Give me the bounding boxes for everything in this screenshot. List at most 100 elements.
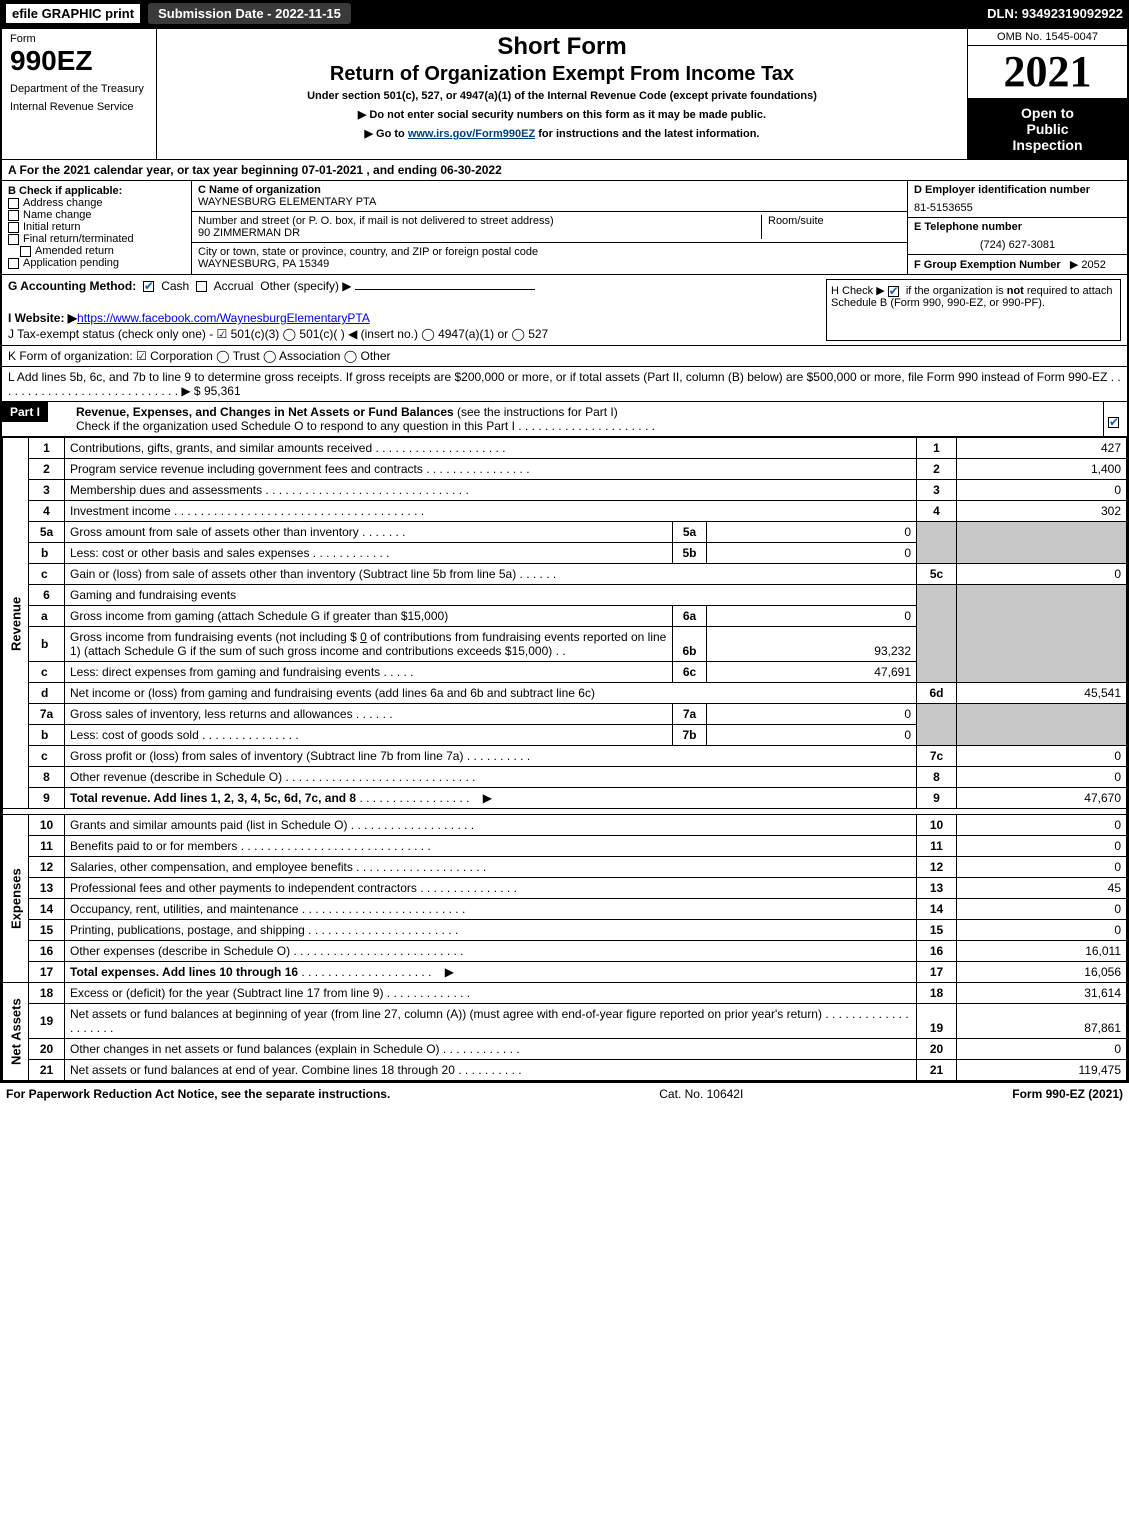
- line5b-desc: Less: cost or other basis and sales expe…: [70, 546, 309, 560]
- line10-amount: 0: [957, 815, 1127, 836]
- city-value: WAYNESBURG, PA 15349: [198, 258, 901, 270]
- line7a-desc: Gross sales of inventory, less returns a…: [70, 707, 353, 721]
- other-specify-line: [355, 289, 535, 290]
- footer-right: Form 990-EZ (2021): [1012, 1087, 1123, 1101]
- opt-initial-return: Initial return: [23, 221, 80, 233]
- line19-amount: 87,861: [957, 1004, 1127, 1039]
- submission-date: Submission Date - 2022-11-15: [148, 3, 351, 24]
- line6b-desc1: Gross income from fundraising events (no…: [70, 630, 360, 644]
- chk-h[interactable]: [888, 286, 899, 297]
- under-section: Under section 501(c), 527, or 4947(a)(1)…: [165, 90, 959, 102]
- part1-title-suffix: (see the instructions for Part I): [457, 405, 618, 419]
- main-title: Return of Organization Exempt From Incom…: [165, 63, 959, 86]
- column-de: D Employer identification number 81-5153…: [907, 181, 1127, 274]
- goto-link[interactable]: www.irs.gov/Form990EZ: [408, 128, 535, 140]
- chk-part1-schedule-o[interactable]: [1108, 417, 1119, 428]
- dept-irs: Internal Revenue Service: [10, 101, 148, 113]
- line7c-desc: Gross profit or (loss) from sales of inv…: [70, 749, 463, 763]
- street-label: Number and street (or P. O. box, if mail…: [198, 215, 761, 227]
- f-label: F Group Exemption Number: [914, 259, 1061, 271]
- line20-desc: Other changes in net assets or fund bala…: [70, 1042, 440, 1056]
- chk-accrual[interactable]: [196, 281, 207, 292]
- open-to-public: Open to Public Inspection: [968, 99, 1127, 159]
- chk-application-pending[interactable]: [8, 258, 19, 269]
- city-label: City or town, state or province, country…: [198, 246, 901, 258]
- footer-left: For Paperwork Reduction Act Notice, see …: [6, 1087, 390, 1101]
- line9-desc: Total revenue. Add lines 1, 2, 3, 4, 5c,…: [70, 791, 356, 805]
- opt-amended-return: Amended return: [35, 245, 114, 257]
- line6d-amount: 45,541: [957, 683, 1127, 704]
- line15-amount: 0: [957, 920, 1127, 941]
- b-label: B Check if applicable:: [8, 185, 122, 197]
- street-value: 90 ZIMMERMAN DR: [198, 227, 761, 239]
- line2-desc: Program service revenue including govern…: [70, 462, 423, 476]
- dln: DLN: 93492319092922: [987, 6, 1123, 21]
- line5c-amount: 0: [957, 564, 1127, 585]
- website-link[interactable]: https://www.facebook.com/WaynesburgEleme…: [77, 311, 370, 325]
- line15-desc: Printing, publications, postage, and shi…: [70, 923, 305, 937]
- h-text2: if the organization is: [906, 285, 1007, 297]
- line14-desc: Occupancy, rent, utilities, and maintena…: [70, 902, 299, 916]
- opt-other: Other (specify) ▶: [260, 279, 351, 293]
- line6c-sub: 47,691: [707, 662, 917, 683]
- open-line1: Open to: [972, 105, 1123, 121]
- line18-desc: Excess or (deficit) for the year (Subtra…: [70, 986, 383, 1000]
- box-h: H Check ▶ if the organization is not req…: [826, 279, 1121, 341]
- line2-amount: 1,400: [957, 459, 1127, 480]
- opt-accrual: Accrual: [214, 279, 254, 293]
- chk-name-change[interactable]: [8, 210, 19, 221]
- line13-desc: Professional fees and other payments to …: [70, 881, 417, 895]
- header-bar: efile GRAPHIC print Submission Date - 20…: [0, 0, 1129, 27]
- line7c-amount: 0: [957, 746, 1127, 767]
- line16-amount: 16,011: [957, 941, 1127, 962]
- line17-amount: 16,056: [957, 962, 1127, 983]
- line7b-sub: 0: [707, 725, 917, 746]
- side-net-assets: Net Assets: [3, 983, 29, 1081]
- line8-desc: Other revenue (describe in Schedule O): [70, 770, 282, 784]
- chk-initial-return[interactable]: [8, 222, 19, 233]
- chk-final-return[interactable]: [8, 234, 19, 245]
- line9-amount: 47,670: [957, 788, 1127, 809]
- line5c-desc: Gain or (loss) from sale of assets other…: [70, 567, 516, 581]
- side-expenses: Expenses: [3, 815, 29, 983]
- room-suite-label: Room/suite: [761, 215, 901, 239]
- line11-amount: 0: [957, 836, 1127, 857]
- line1-amount: 427: [957, 438, 1127, 459]
- part1-title: Revenue, Expenses, and Changes in Net As…: [76, 405, 457, 419]
- column-c: C Name of organization WAYNESBURG ELEMEN…: [192, 181, 907, 274]
- line5a-desc: Gross amount from sale of assets other t…: [70, 525, 359, 539]
- part1-header-row: Part I Revenue, Expenses, and Changes in…: [2, 402, 1127, 437]
- omb-number: OMB No. 1545-0047: [968, 29, 1127, 46]
- row-k: K Form of organization: ☑ Corporation ◯ …: [2, 346, 1127, 367]
- chk-address-change[interactable]: [8, 198, 19, 209]
- open-line3: Inspection: [972, 137, 1123, 153]
- line6b-zero: 0: [360, 630, 367, 644]
- form-label: Form: [10, 33, 148, 45]
- e-label: E Telephone number: [914, 221, 1022, 233]
- line20-amount: 0: [957, 1039, 1127, 1060]
- goto-suffix: for instructions and the latest informat…: [535, 128, 759, 140]
- line3-amount: 0: [957, 480, 1127, 501]
- chk-cash[interactable]: [143, 281, 154, 292]
- row-l: L Add lines 5b, 6c, and 7b to line 9 to …: [2, 367, 1127, 402]
- row-j: J Tax-exempt status (check only one) - ☑…: [8, 327, 818, 341]
- opt-name-change: Name change: [23, 209, 92, 221]
- side-revenue: Revenue: [3, 438, 29, 809]
- chk-amended-return[interactable]: [20, 246, 31, 257]
- line21-amount: 119,475: [957, 1060, 1127, 1081]
- line18-amount: 31,614: [957, 983, 1127, 1004]
- line6c-desc: Less: direct expenses from gaming and fu…: [70, 665, 380, 679]
- d-label: D Employer identification number: [914, 184, 1090, 196]
- line1-desc: Contributions, gifts, grants, and simila…: [70, 441, 372, 455]
- title-row: Form 990EZ Department of the Treasury In…: [2, 29, 1127, 160]
- opt-application-pending: Application pending: [23, 257, 119, 269]
- goto-prefix: ▶ Go to: [365, 128, 408, 140]
- ein-value: 81-5153655: [908, 199, 1127, 218]
- line16-desc: Other expenses (describe in Schedule O): [70, 944, 290, 958]
- line3-desc: Membership dues and assessments: [70, 483, 262, 497]
- form-number: 990EZ: [10, 45, 148, 77]
- i-label: I Website: ▶: [8, 311, 77, 325]
- c-label: C Name of organization: [198, 184, 321, 196]
- line6a-sub: 0: [707, 606, 917, 627]
- column-b: B Check if applicable: Address change Na…: [2, 181, 192, 274]
